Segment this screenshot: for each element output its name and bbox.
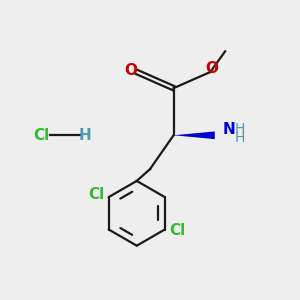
Text: H: H [235, 131, 245, 145]
Text: Cl: Cl [88, 187, 104, 202]
Text: Cl: Cl [33, 128, 49, 143]
Text: O: O [124, 63, 137, 78]
Text: H: H [79, 128, 92, 143]
Text: Cl: Cl [169, 224, 185, 238]
Text: N: N [222, 122, 235, 137]
Text: O: O [205, 61, 218, 76]
Text: H: H [235, 122, 245, 136]
Polygon shape [174, 131, 215, 139]
